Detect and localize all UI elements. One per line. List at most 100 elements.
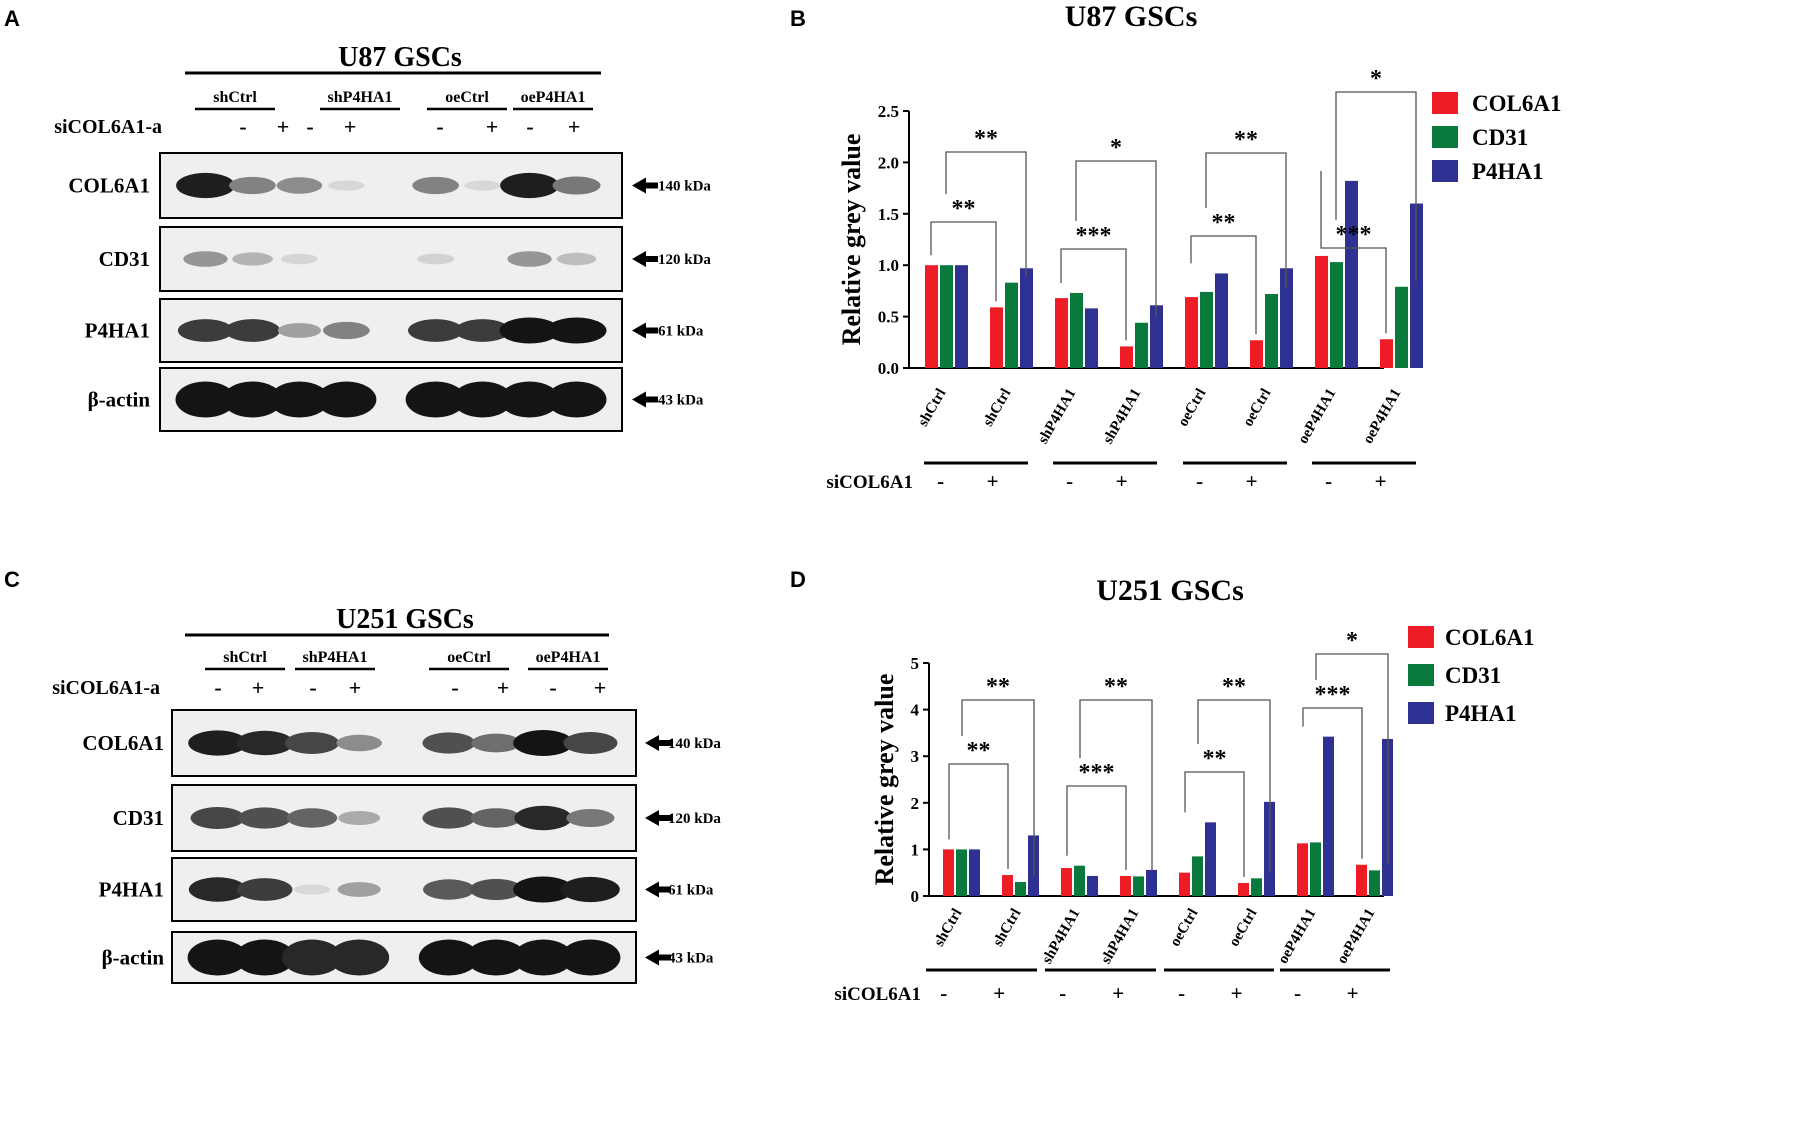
bar-cd31 [1070, 292, 1083, 368]
treatment-sign: + [1246, 469, 1258, 493]
treatment-sign: - [1294, 981, 1301, 1005]
band [234, 939, 295, 976]
bar-chart-b: B U87 GSCs 0.0 0.5 1.0 1.5 2.0 2.5 Relative grey… [790, 0, 1561, 493]
band [286, 808, 338, 828]
kda-label: 61 kDa [658, 324, 704, 340]
band [507, 251, 552, 267]
bar-col6a1 [1315, 255, 1328, 368]
band [500, 172, 559, 199]
treatment-sign: + [993, 981, 1005, 1005]
panel-letter: D [790, 567, 806, 592]
significance-label: *** [1076, 223, 1112, 249]
bar-cd31 [1369, 870, 1380, 896]
treatment-sign: - [306, 114, 313, 139]
significance-bracket [930, 221, 997, 302]
x-tick-label: oeCtrl [1240, 386, 1274, 429]
bar-col6a1 [1297, 843, 1308, 896]
x-tick-label: shCtrl [931, 906, 965, 949]
bar-col6a1 [1061, 868, 1072, 896]
y-tick-label: 3 [911, 747, 920, 766]
kda-label: 140 kDa [658, 179, 711, 195]
bar-cd31 [1200, 291, 1213, 368]
significance-bracket [948, 763, 1009, 870]
x-tick-label: oeCtrl [1226, 906, 1260, 949]
significance-label: *** [1336, 222, 1372, 248]
treatment-sign: + [497, 675, 510, 700]
blot-panel-c: C U251 GSCs shCtrl shP4HA1 oeCtrl oeP4HA1 siCO… [4, 567, 721, 984]
treatment-label: siCOL6A1-a [52, 677, 160, 699]
significance-bracket [1320, 170, 1387, 334]
x-tick-label: oeP4HA1 [1334, 906, 1378, 967]
band [232, 252, 273, 266]
x-tick-label: oeCtrl [1175, 386, 1209, 429]
significance-bracket [1315, 653, 1389, 865]
x-tick-label: shP4HA1 [1039, 906, 1083, 967]
bar-chart-d: D U251 GSCs 0 1 2 3 4 5 Relative grey value shCtr… [790, 567, 1534, 1005]
treatment-sign: + [1347, 981, 1359, 1005]
band [229, 176, 276, 195]
x-tick-label: oeP4HA1 [1295, 386, 1339, 447]
bar-col6a1 [943, 849, 954, 896]
bar-col6a1 [1055, 298, 1068, 368]
bar-p4ha1 [1150, 305, 1163, 368]
band [563, 732, 618, 754]
treatment-sign: - [1325, 469, 1332, 493]
group-label: shCtrl [213, 89, 257, 106]
treatment-label: siCOL6A1-a [54, 116, 162, 138]
band [418, 939, 479, 976]
panel-letter: B [790, 6, 806, 31]
treatment-sign: + [987, 469, 999, 493]
y-tick-label: 2.0 [878, 153, 899, 172]
band [276, 177, 323, 194]
x-tick-label: shCtrl [915, 386, 949, 429]
bar-cd31 [1330, 262, 1343, 368]
protein-label: CD31 [99, 247, 150, 271]
legend-swatch [1408, 664, 1434, 686]
bar-p4ha1 [955, 265, 968, 368]
band [277, 323, 322, 338]
significance-bracket [1060, 248, 1127, 341]
significance-label: ** [1203, 746, 1227, 772]
band [464, 180, 501, 191]
blot-row-p4ha1: P4HA1 61 kDa [99, 857, 714, 922]
blot-panel-a: A U87 GSCs shCtrl shP4HA1 oeCtrl oeP4HA1 siCOL… [4, 6, 711, 432]
band [454, 319, 511, 342]
significance-label: ** [1234, 127, 1258, 153]
legend-label: CD31 [1472, 125, 1528, 150]
group-label: oeCtrl [445, 89, 489, 106]
treatment-sign: - [436, 114, 443, 139]
bar-cd31 [1074, 865, 1085, 896]
band [175, 381, 236, 418]
band [556, 252, 597, 266]
treatment-sign: - [1196, 469, 1203, 493]
significance-label: ** [952, 196, 976, 222]
treatment-sign: - [1178, 981, 1185, 1005]
band [422, 732, 476, 754]
significance-label: ** [967, 738, 991, 764]
panel-letter: A [4, 6, 20, 31]
legend-label: P4HA1 [1445, 701, 1517, 726]
band [408, 319, 464, 342]
band [336, 734, 382, 752]
kda-label: 61 kDa [668, 883, 714, 899]
significance-label: ** [1222, 674, 1246, 700]
arrow-icon [632, 177, 658, 194]
blot-row-cd31: CD31 120 kDa [99, 226, 711, 292]
bar-p4ha1 [1215, 273, 1228, 368]
band [284, 732, 339, 754]
protein-label: β-actin [88, 388, 151, 412]
treatment-sign: - [1059, 981, 1066, 1005]
arrow-icon [645, 735, 671, 751]
band [187, 939, 248, 976]
bar-cd31 [1265, 293, 1278, 368]
significance-bracket [1066, 785, 1127, 870]
band [452, 381, 513, 418]
group-label: shCtrl [223, 649, 267, 666]
y-tick-label: 1.5 [878, 205, 899, 224]
bar-col6a1 [1380, 339, 1393, 368]
treatment-sign: - [214, 675, 221, 700]
band [469, 878, 523, 901]
band [322, 321, 370, 340]
band [470, 808, 522, 828]
